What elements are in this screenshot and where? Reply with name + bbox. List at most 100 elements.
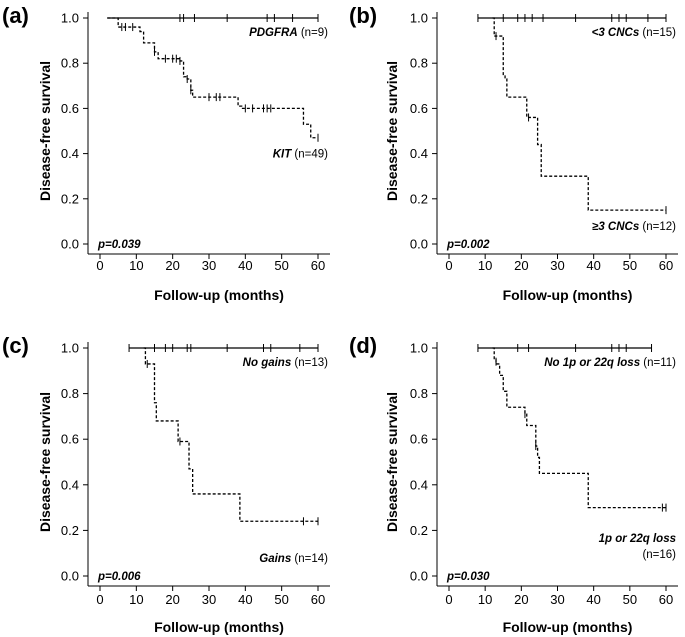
- p-value: p=0.030: [446, 571, 490, 583]
- panel-b: (b) 0.0 0.2 0.4 0.6 0.8 1.0 0 10 20 30 40 50 60 Follow…: [349, 3, 678, 303]
- x-tick-label: 40: [238, 258, 252, 273]
- panel-label: (a): [2, 3, 29, 28]
- x-tick-label: 0: [445, 592, 452, 607]
- y-tick-label: 0.2: [410, 191, 428, 206]
- p-value: p=0.039: [97, 239, 141, 251]
- y-tick-label: 0.6: [61, 101, 79, 116]
- x-tick-label: 60: [659, 258, 673, 273]
- x-axis-title: Follow-up (months): [503, 287, 633, 303]
- y-axis-title: Disease-free survival: [37, 61, 53, 201]
- y-axis-title: Disease-free survival: [384, 392, 400, 532]
- y-tick-label: 0.8: [410, 56, 428, 71]
- y-tick-label: 0.2: [410, 523, 428, 538]
- x-tick-label: 0: [96, 592, 103, 607]
- legend-name: Gains: [259, 553, 291, 565]
- y-axis-title: Disease-free survival: [384, 61, 400, 201]
- panel-d: (d) 0.0 0.2 0.4 0.6 0.8 1.0 0 10 20 30 40 50 60 Follow…: [349, 333, 678, 635]
- series-dashed-line: [492, 17, 666, 211]
- legend-name: PDGFRA: [249, 27, 298, 39]
- legend-n: (n=11): [640, 357, 676, 369]
- y-tick-label: 0.6: [61, 432, 79, 447]
- y-axis-title: Disease-free survival: [37, 392, 53, 532]
- x-tick-label: 20: [514, 592, 528, 607]
- legend-n: (n=14): [291, 553, 328, 565]
- x-tick-label: 40: [586, 258, 600, 273]
- y-tick-label: 0.4: [410, 146, 428, 161]
- legend-name: ≥3 CNCs: [592, 221, 639, 233]
- legend-entry: Gains (n=14): [259, 553, 328, 565]
- legend-n: (n=12): [639, 221, 676, 233]
- x-tick-label: 50: [623, 258, 637, 273]
- legend-n: (n=16): [642, 549, 676, 561]
- x-tick-label: 30: [550, 258, 564, 273]
- y-tick-label: 0.0: [61, 569, 79, 584]
- y-tick-label: 0.8: [410, 386, 428, 401]
- x-tick-label: 40: [586, 592, 600, 607]
- x-tick-label: 50: [274, 258, 288, 273]
- x-tick-label: 0: [96, 258, 103, 273]
- legend-name: 1p or 22q loss: [599, 533, 676, 545]
- legend-n: (n=49): [291, 149, 328, 161]
- x-tick-label: 50: [623, 592, 637, 607]
- x-tick-label: 30: [202, 592, 216, 607]
- x-axis-title: Follow-up (months): [154, 287, 284, 303]
- legend-name: KIT: [273, 149, 293, 161]
- x-axis-title: Follow-up (months): [503, 619, 633, 635]
- x-tick-label: 20: [165, 258, 179, 273]
- legend-name: No gains: [243, 357, 292, 369]
- y-tick-label: 0.0: [61, 237, 79, 252]
- x-tick-label: 30: [202, 258, 216, 273]
- legend-entry: No gains (n=13): [243, 357, 328, 369]
- panel-c: (c) 0.0 0.2 0.4 0.6 0.8 1.0 0 10 20 30 40 50 60 Follow…: [2, 333, 330, 635]
- y-tick-label: 0.6: [410, 432, 428, 447]
- y-tick-label: 0.8: [61, 56, 79, 71]
- panel-label: (d): [349, 333, 377, 358]
- y-tick-label: 0.4: [61, 146, 79, 161]
- y-tick-label: 1.0: [410, 341, 428, 356]
- y-tick-label: 0.2: [61, 191, 79, 206]
- x-tick-label: 60: [311, 258, 325, 273]
- legend-entry: <3 CNCs (n=15): [592, 27, 677, 39]
- y-tick-label: 0.0: [410, 237, 428, 252]
- series-dashed-line: [143, 347, 318, 522]
- y-tick-label: 1.0: [61, 341, 79, 356]
- legend-n: (n=15): [639, 27, 676, 39]
- panel-a: (a) 0.0 0.2 0.4 0.6 0.8 1.0 0 10 20 30 40 50 60 Follow…: [2, 3, 330, 303]
- legend-n: (n=13): [291, 357, 328, 369]
- legend-entry: ≥3 CNCs (n=12): [592, 221, 676, 233]
- x-tick-label: 10: [129, 592, 143, 607]
- p-value: p=0.006: [97, 571, 141, 583]
- legend-entry: PDGFRA (n=9): [249, 27, 328, 39]
- legend-name: No 1p or 22q loss: [544, 357, 640, 369]
- legend-n: (n=9): [298, 27, 329, 39]
- x-tick-label: 60: [659, 592, 673, 607]
- x-tick-label: 0: [445, 258, 452, 273]
- y-tick-label: 0.8: [61, 386, 79, 401]
- legend-entry: No 1p or 22q loss (n=11): [544, 357, 676, 369]
- x-tick-label: 60: [311, 592, 325, 607]
- x-axis-title: Follow-up (months): [154, 619, 284, 635]
- y-tick-label: 0.4: [61, 477, 79, 492]
- y-tick-label: 0.0: [410, 569, 428, 584]
- panel-label: (b): [349, 3, 377, 28]
- x-tick-label: 10: [478, 592, 492, 607]
- y-tick-label: 0.4: [410, 477, 428, 492]
- series-dashed-line: [107, 17, 318, 139]
- y-tick-label: 0.2: [61, 523, 79, 538]
- x-tick-label: 40: [238, 592, 252, 607]
- legend-entry: KIT (n=49): [273, 149, 328, 161]
- series-dashed-line: [492, 347, 666, 509]
- panel-label: (c): [2, 333, 29, 358]
- x-tick-label: 50: [274, 592, 288, 607]
- p-value: p=0.002: [446, 239, 490, 251]
- y-tick-label: 0.6: [410, 101, 428, 116]
- x-tick-label: 30: [550, 592, 564, 607]
- y-tick-label: 1.0: [410, 11, 428, 26]
- x-tick-label: 10: [129, 258, 143, 273]
- x-tick-label: 20: [165, 592, 179, 607]
- legend-name: <3 CNCs: [592, 27, 640, 39]
- x-tick-label: 10: [478, 258, 492, 273]
- x-tick-label: 20: [514, 258, 528, 273]
- y-tick-label: 1.0: [61, 11, 79, 26]
